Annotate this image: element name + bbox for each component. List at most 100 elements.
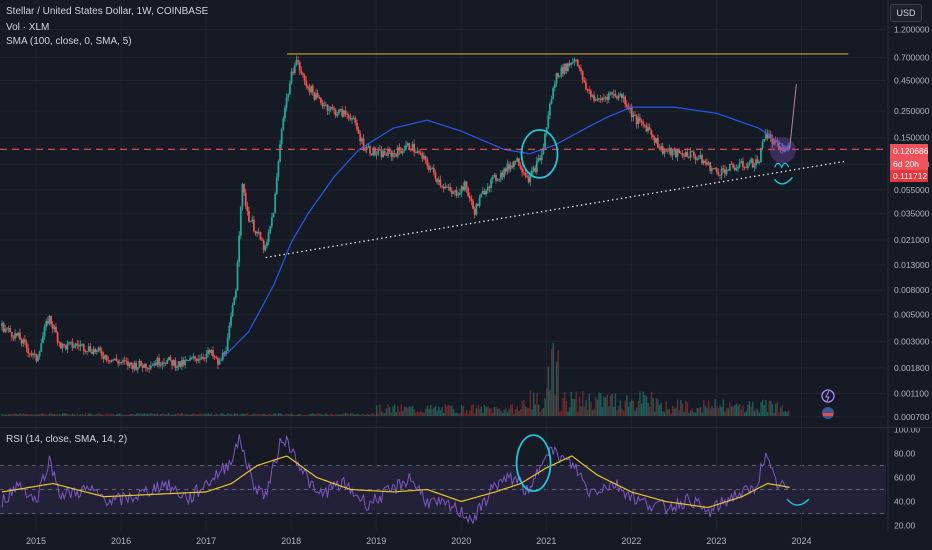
volume-bar — [92, 414, 95, 416]
candle-body — [261, 239, 263, 241]
volume-bar — [151, 413, 154, 416]
candle-body — [68, 342, 70, 344]
volume-bar — [233, 413, 236, 416]
price-pane[interactable]: 1.200000 0.700000 0.450000 0.250000 0.150000… — [0, 0, 932, 428]
candle-body — [95, 349, 98, 353]
volume-bar — [742, 405, 744, 416]
candle-body — [133, 362, 136, 370]
volume-bar — [166, 414, 168, 416]
annotation-handwriting — [773, 176, 794, 185]
volume-legend[interactable]: Vol · XLM — [6, 22, 50, 33]
volume-bar — [302, 414, 304, 416]
volume-bar — [11, 413, 13, 416]
volume-bar — [421, 412, 424, 416]
rsi-legend[interactable]: RSI (14, close, SMA, 14, 2) — [6, 434, 128, 445]
candle-body — [516, 158, 519, 162]
candle-body — [730, 163, 733, 165]
candle-body — [454, 190, 456, 193]
volume-bar — [392, 406, 394, 416]
volume-bar — [603, 396, 605, 416]
volume-bar — [609, 395, 612, 416]
candle-body — [69, 341, 72, 343]
volume-bar — [739, 403, 741, 416]
candle-body — [583, 80, 586, 83]
volume-bar — [328, 414, 330, 416]
volume-bar — [721, 407, 723, 416]
volume-bar — [683, 411, 685, 416]
volume-bar — [495, 407, 497, 416]
volume-bar — [770, 400, 772, 416]
currency-button[interactable]: USD — [890, 4, 922, 22]
volume-bar — [14, 413, 16, 416]
volume-bar — [582, 390, 584, 416]
candle-body — [514, 160, 517, 162]
volume-bar — [655, 397, 658, 416]
candle-body — [421, 153, 424, 159]
volume-bar — [78, 414, 80, 416]
volume-bar — [21, 414, 23, 416]
volume-bar — [384, 413, 386, 416]
candle-body — [172, 360, 175, 366]
candle-body — [555, 73, 558, 84]
volume-bar — [71, 413, 74, 416]
volume-bar — [467, 413, 469, 416]
candle-body — [506, 163, 509, 172]
volume-bar — [189, 414, 191, 416]
sma-legend[interactable]: SMA (100, close, 0, SMA, 5) — [6, 36, 132, 47]
volume-bar — [6, 414, 8, 416]
candle-body — [33, 353, 36, 355]
volume-bar — [685, 401, 687, 416]
volume-bar — [333, 414, 335, 416]
volume-bar — [256, 414, 258, 416]
candle-body — [79, 344, 82, 347]
volume-bar — [331, 414, 334, 416]
candle-body — [277, 161, 280, 178]
candle-body — [163, 362, 165, 364]
candle-body — [288, 83, 291, 95]
volume-bar — [94, 414, 97, 416]
volume-bar — [518, 411, 520, 416]
volume-bar — [452, 409, 455, 416]
volume-bar — [173, 414, 175, 416]
candle-body — [117, 360, 120, 364]
volume-bar — [464, 412, 466, 416]
volume-bar — [158, 414, 160, 416]
volume-bar — [312, 413, 314, 416]
candle-body — [432, 167, 435, 173]
candle-body — [534, 167, 537, 172]
volume-bar — [403, 406, 406, 416]
candle-body — [99, 347, 102, 352]
volume-bar — [680, 399, 682, 416]
volume-bar — [3, 414, 5, 416]
candle-body — [177, 361, 180, 367]
rsi-pane[interactable]: 100.00 80.00 60.00 40.00 20.00 2015 2016 2017 20… — [0, 428, 932, 550]
candle-body — [136, 367, 139, 370]
volume-bar — [292, 414, 294, 416]
volume-bar — [380, 411, 383, 416]
candle-body — [324, 104, 327, 106]
candle-body — [213, 356, 216, 358]
candle-body — [298, 61, 301, 71]
volume-bar — [128, 414, 131, 416]
symbol-legend[interactable]: Stellar / United States Dollar, 1W, COIN… — [6, 6, 209, 17]
volume-bar — [91, 414, 93, 416]
candle-body — [239, 206, 242, 236]
candle-body — [272, 212, 275, 218]
volume-bar — [523, 400, 525, 416]
candle-body — [679, 153, 682, 154]
volume-bar — [681, 403, 684, 416]
candle-body — [517, 158, 520, 166]
candle-body — [321, 102, 324, 107]
candle-body — [249, 221, 252, 223]
candle-body — [637, 117, 640, 125]
candle-body — [745, 167, 748, 169]
volume-bar — [202, 414, 204, 416]
candle-body — [660, 146, 663, 149]
volume-bar — [600, 393, 602, 416]
candle-body — [681, 153, 684, 156]
candle-body — [764, 133, 767, 140]
time-axis-tick: 2019 — [366, 536, 386, 546]
volume-bar — [125, 414, 128, 416]
candle-body — [393, 153, 396, 155]
